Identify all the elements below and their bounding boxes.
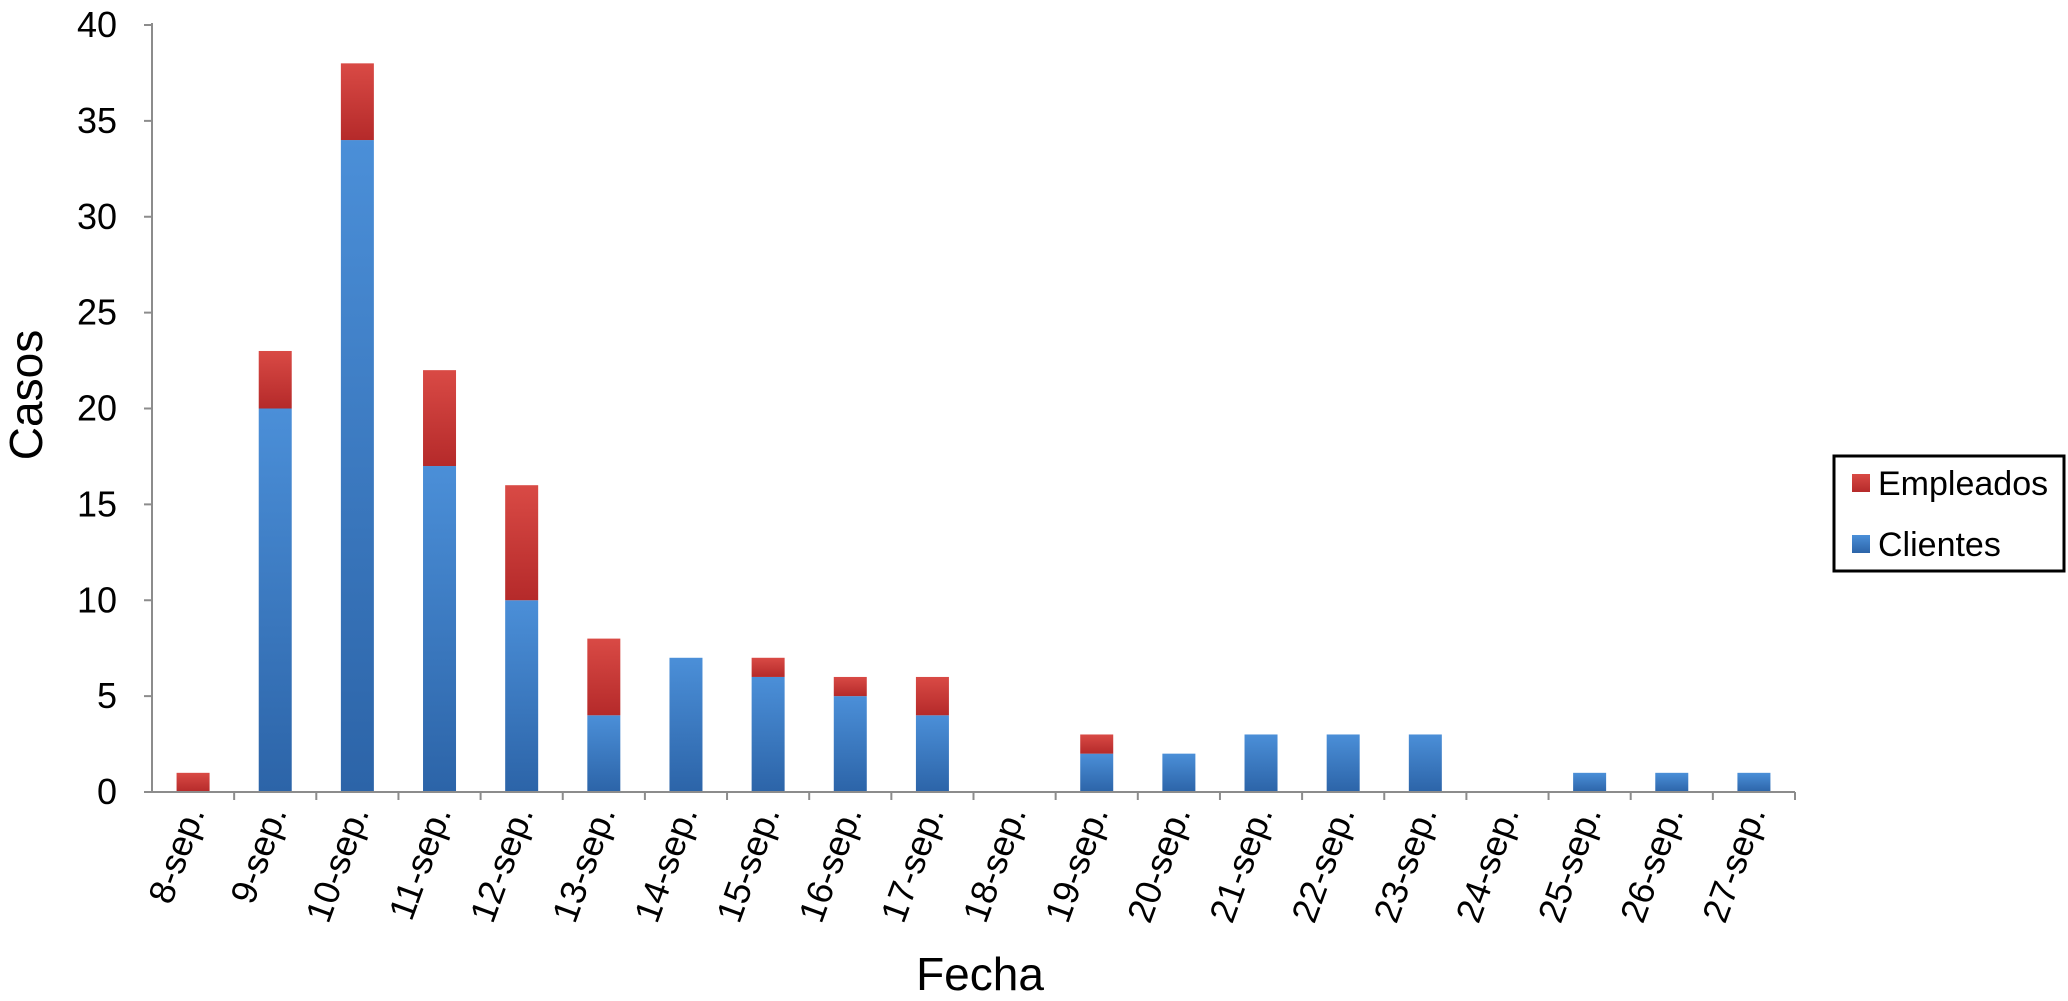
bar-clientes-8 [751, 676, 785, 792]
x-tick-label: 15-sep. [708, 801, 788, 928]
bar-clientes-5 [505, 600, 539, 792]
legend-items: Empleados Clientes [1852, 465, 2048, 564]
y-tick-label: 40 [77, 4, 117, 45]
x-tick-label: 17-sep. [872, 801, 952, 928]
legend-swatch-clientes [1852, 535, 1870, 553]
bars [176, 63, 1771, 793]
x-tick-label: 8-sep. [140, 801, 213, 909]
y-tick-label: 5 [97, 675, 117, 716]
x-tick-label: 12-sep. [462, 801, 542, 928]
y-tick-label: 0 [97, 771, 117, 812]
bar-empleados-9 [833, 676, 867, 697]
bar-empleados-6 [587, 638, 621, 716]
x-axis-ticks: 8-sep. 9-sep. 10-sep. 11-sep. 12-sep. 13-sep.… [140, 792, 1796, 928]
x-tick-label: 20-sep. [1119, 801, 1199, 928]
x-tick-label: 22-sep. [1283, 801, 1363, 928]
bar-empleados-5 [505, 485, 539, 601]
y-tick-label: 35 [77, 100, 117, 141]
bar-clientes-9 [833, 696, 867, 792]
bar-clientes-10 [915, 715, 949, 792]
bar-empleados-4 [423, 370, 457, 467]
x-tick-label: 11-sep. [380, 801, 459, 925]
bar-empleados-10 [915, 676, 949, 716]
x-tick-label: 9-sep. [222, 801, 295, 909]
x-tick-label: 14-sep. [626, 801, 706, 928]
bar-clientes-15 [1326, 734, 1360, 792]
bar-clientes-19 [1655, 772, 1689, 792]
bar-clientes-4 [423, 466, 457, 792]
x-tick-label: 16-sep. [790, 801, 870, 928]
y-tick-label: 10 [77, 579, 117, 620]
x-tick-label: 23-sep. [1365, 801, 1445, 928]
bar-clientes-18 [1573, 772, 1607, 792]
x-tick-label: 21-sep. [1201, 801, 1281, 928]
bar-clientes-2 [258, 408, 292, 792]
x-tick-label: 24-sep. [1447, 801, 1527, 928]
y-tick-label: 25 [77, 292, 117, 333]
legend-label-empleados: Empleados [1878, 465, 2048, 503]
y-tick-label: 30 [77, 196, 117, 237]
legend-label-clientes: Clientes [1878, 526, 2001, 564]
bar-empleados-8 [751, 657, 785, 677]
bar-clientes-20 [1737, 772, 1771, 792]
bar-clientes-16 [1408, 734, 1442, 792]
bar-clientes-13 [1162, 753, 1196, 792]
y-axis-ticks: 0 5 10 15 20 25 30 35 40 [77, 4, 152, 812]
x-tick-label: 13-sep. [544, 801, 624, 928]
bar-empleados-1 [176, 772, 210, 792]
bar-clientes-14 [1244, 734, 1278, 792]
bar-empleados-2 [258, 350, 292, 409]
bar-empleados-3 [340, 63, 374, 141]
y-axis-title: Casos [0, 330, 52, 460]
x-tick-label: 19-sep. [1037, 801, 1117, 928]
bar-clientes-3 [340, 140, 374, 793]
x-tick-label: 27-sep. [1694, 801, 1774, 928]
legend-swatch-empleados [1852, 474, 1870, 492]
y-tick-label: 20 [77, 388, 117, 429]
bar-clientes-7 [669, 657, 703, 792]
x-tick-label: 18-sep. [954, 801, 1034, 928]
x-tick-label: 25-sep. [1530, 801, 1610, 928]
bar-clientes-6 [587, 715, 621, 792]
bar-clientes-12 [1080, 753, 1114, 792]
x-tick-label: 10-sep. [297, 801, 377, 928]
bar-empleados-12 [1080, 734, 1114, 754]
legend-frame [1832, 454, 2066, 573]
legend: Empleados Clientes [1832, 454, 2066, 573]
x-axis-title: Fecha [916, 948, 1044, 1000]
y-tick-label: 15 [77, 483, 117, 524]
x-tick-label: 26-sep. [1612, 801, 1692, 928]
